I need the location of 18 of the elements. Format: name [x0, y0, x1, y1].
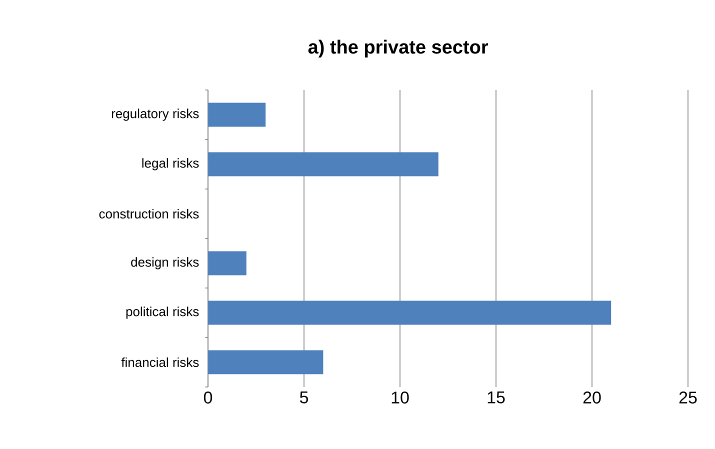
x-tick-label: 10	[392, 392, 409, 404]
bar	[208, 152, 438, 176]
bar	[208, 251, 246, 276]
x-tick-label: 20	[583, 392, 601, 404]
bar	[208, 350, 324, 374]
x-tick-label: 0	[204, 392, 212, 404]
bar	[208, 300, 612, 325]
x-tick-label: 15	[488, 392, 505, 404]
y-tick-label: legal risks	[142, 158, 199, 170]
y-tick-label: regulatory risks	[112, 108, 199, 121]
bar	[208, 102, 266, 127]
x-tick-label: 25	[679, 392, 697, 404]
chart-title: a) the private sector	[308, 40, 488, 58]
y-tick-label: political risks	[126, 306, 199, 319]
y-tick-label: financial risks	[121, 357, 199, 368]
x-tick-label: 5	[300, 392, 308, 404]
y-tick-label: design risks	[131, 257, 199, 270]
y-tick-label: construction risks	[99, 208, 199, 219]
